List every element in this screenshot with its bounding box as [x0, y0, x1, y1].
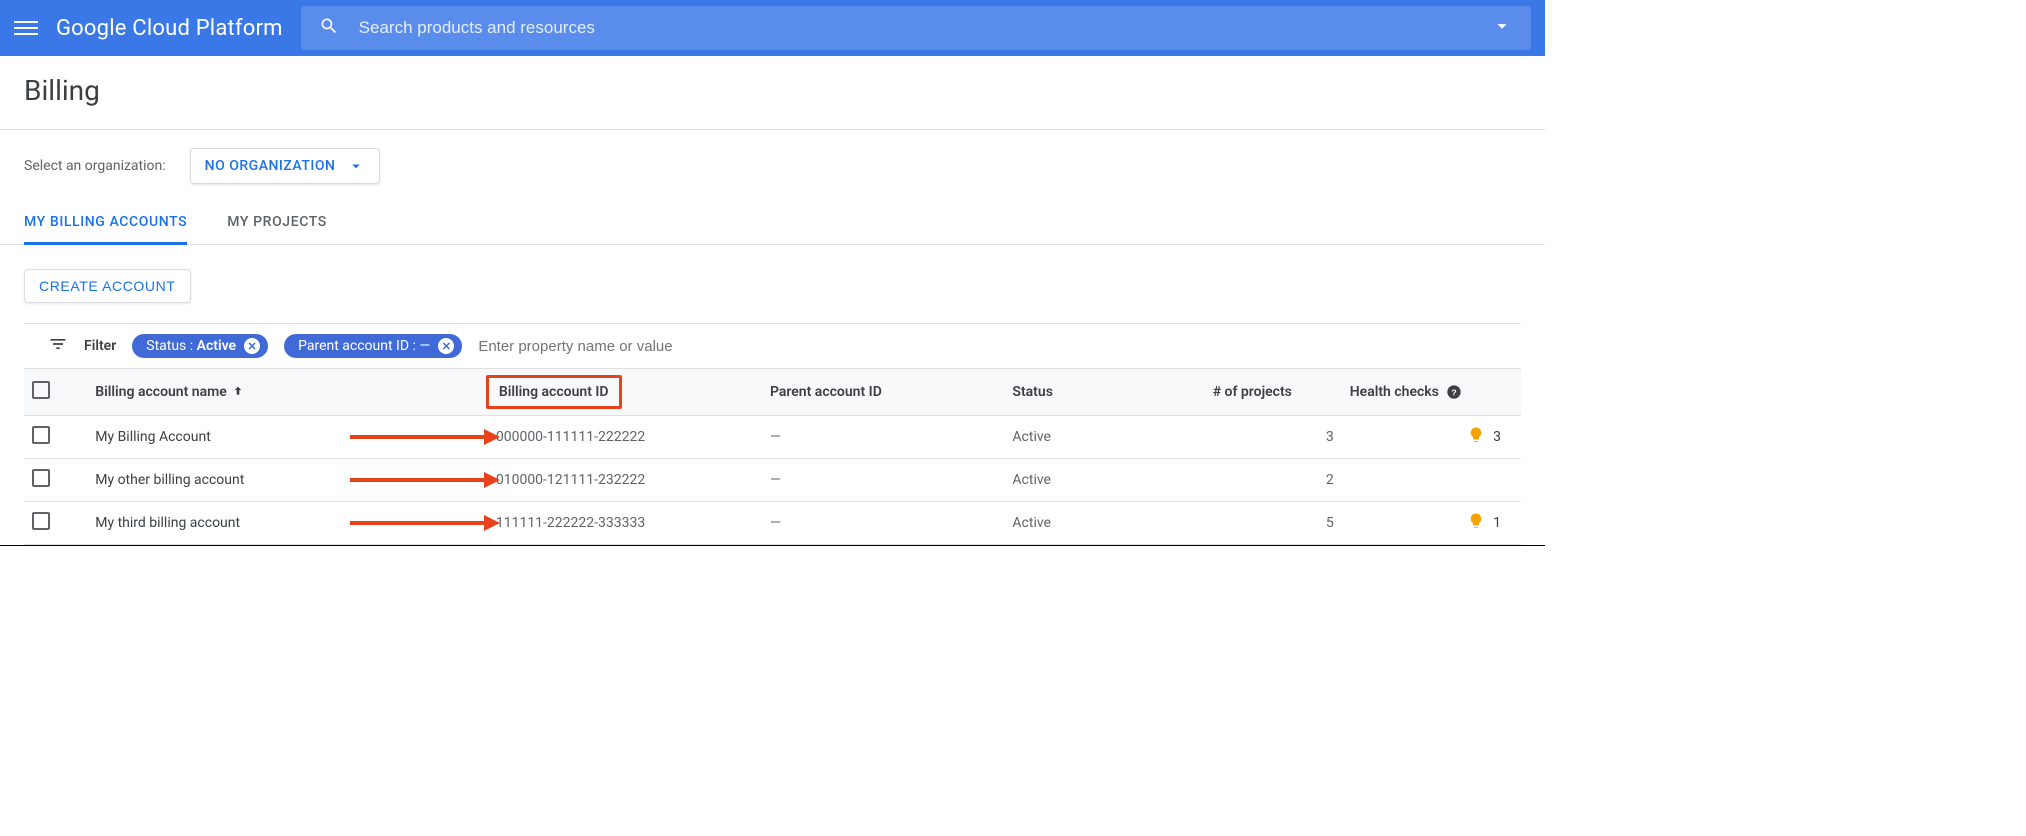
annotation-highlight: Billing account ID: [486, 375, 622, 409]
row-checkbox[interactable]: [32, 426, 50, 444]
billing-accounts-table: Billing account name Billing account ID …: [24, 369, 1521, 545]
close-icon[interactable]: ✕: [438, 338, 454, 354]
filter-chip-parent-id[interactable]: Parent account ID : — ✕: [284, 334, 462, 358]
lightbulb-icon: [1467, 512, 1485, 534]
health-count: 3: [1493, 429, 1501, 445]
table-row[interactable]: My other billing account 010000-121111-2…: [24, 459, 1521, 502]
row-checkbox[interactable]: [32, 512, 50, 530]
account-status: Active: [1004, 459, 1204, 502]
tab-my-billing-accounts[interactable]: MY BILLING ACCOUNTS: [24, 204, 187, 245]
account-name[interactable]: My Billing Account: [95, 429, 211, 445]
svg-text:?: ?: [1452, 387, 1457, 397]
caret-down-icon: [347, 157, 365, 175]
help-icon[interactable]: ?: [1442, 384, 1462, 400]
project-count: 5: [1205, 502, 1342, 545]
org-label: Select an organization:: [24, 158, 166, 174]
lightbulb-icon: [1467, 426, 1485, 448]
health-count: 1: [1493, 515, 1501, 531]
chevron-down-icon[interactable]: [1491, 15, 1513, 41]
col-header-parent[interactable]: Parent account ID: [762, 369, 1004, 416]
page-title: Billing: [0, 56, 1545, 129]
annotation-arrow: [350, 516, 500, 530]
table-row[interactable]: My third billing account 111111-222222-3…: [24, 502, 1521, 545]
project-count: 2: [1205, 459, 1342, 502]
parent-account-id: —: [762, 459, 1004, 502]
filter-label: Filter: [84, 338, 116, 354]
col-header-name[interactable]: Billing account name: [87, 369, 488, 416]
project-count: 3: [1205, 416, 1342, 459]
parent-account-id: —: [762, 502, 1004, 545]
table-row[interactable]: My Billing Account 000000-111111-222222 …: [24, 416, 1521, 459]
search-input[interactable]: [359, 18, 1471, 38]
account-status: Active: [1004, 416, 1204, 459]
select-all-checkbox[interactable]: [32, 381, 50, 399]
brand-title: Google Cloud Platform: [56, 16, 283, 41]
table-header-row: Billing account name Billing account ID …: [24, 369, 1521, 416]
col-header-status[interactable]: Status: [1004, 369, 1204, 416]
tab-my-projects[interactable]: MY PROJECTS: [227, 204, 327, 244]
row-checkbox[interactable]: [32, 469, 50, 487]
org-selector-row: Select an organization: NO ORGANIZATION: [0, 130, 1545, 204]
topbar: Google Cloud Platform: [0, 0, 1545, 56]
menu-icon[interactable]: [14, 16, 38, 40]
account-id: 111111-222222-333333: [488, 502, 762, 545]
filter-bar: Filter Status : Active ✕ Parent account …: [24, 324, 1521, 369]
search-icon: [319, 16, 339, 40]
account-id: 010000-121111-232222: [488, 459, 762, 502]
create-account-button[interactable]: CREATE ACCOUNT: [24, 269, 191, 303]
account-name[interactable]: My third billing account: [95, 515, 240, 531]
annotation-arrow: [350, 473, 500, 487]
close-icon[interactable]: ✕: [244, 338, 260, 354]
account-status: Active: [1004, 502, 1204, 545]
search-box[interactable]: [301, 6, 1531, 50]
filter-icon[interactable]: [48, 334, 68, 358]
org-dropdown[interactable]: NO ORGANIZATION: [190, 148, 381, 184]
account-id: 000000-111111-222222: [488, 416, 762, 459]
col-header-id[interactable]: Billing account ID: [488, 369, 762, 416]
col-header-projects[interactable]: # of projects: [1205, 369, 1342, 416]
filter-chip-status[interactable]: Status : Active ✕: [132, 334, 268, 358]
col-header-health[interactable]: Health checks ?: [1342, 369, 1521, 416]
tabs: MY BILLING ACCOUNTS MY PROJECTS: [0, 204, 1545, 245]
account-name[interactable]: My other billing account: [95, 472, 244, 488]
parent-account-id: —: [762, 416, 1004, 459]
org-selected: NO ORGANIZATION: [205, 158, 336, 174]
filter-input[interactable]: [478, 338, 738, 355]
sort-asc-icon: [230, 384, 246, 400]
annotation-arrow: [350, 430, 500, 444]
